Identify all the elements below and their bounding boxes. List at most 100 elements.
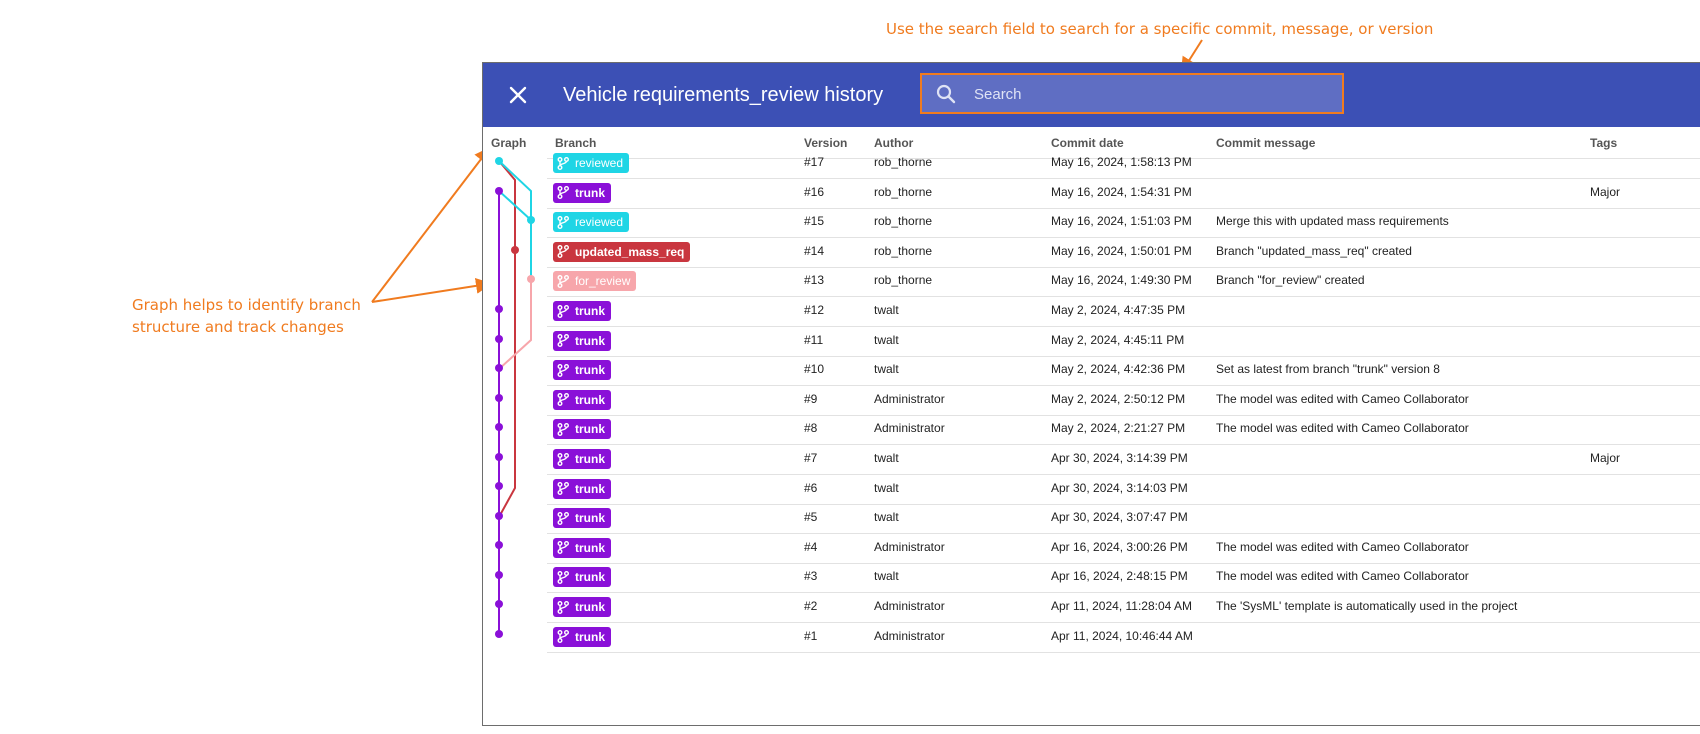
column-header-commit-message[interactable]: Commit message — [1216, 136, 1316, 150]
branch-chip[interactable]: reviewed — [553, 212, 630, 233]
branch-chip[interactable]: reviewed — [553, 153, 630, 173]
branch-icon — [557, 570, 569, 584]
commit-message-cell: The model was edited with Cameo Collabor… — [1216, 539, 1469, 554]
branch-graph — [495, 157, 535, 638]
version-cell: #9 — [804, 391, 818, 406]
branch-chip[interactable]: trunk — [553, 449, 611, 469]
dialog-header: Vehicle requirements_review history — [483, 63, 1700, 127]
commit-message-cell: The model was edited with Cameo Collabor… — [1216, 569, 1469, 584]
table-row[interactable]: reviewed #17 rob_thorne May 16, 2024, 1:58:… — [547, 147, 1700, 179]
author-cell: Administrator — [874, 628, 945, 643]
graph-node-10 — [495, 364, 503, 372]
table-row[interactable]: trunk #10 twalt May 2, 2024, 4:42:36 PM Set … — [547, 354, 1700, 387]
branch-chip[interactable]: trunk — [553, 567, 611, 588]
branch-chip[interactable]: trunk — [553, 419, 611, 440]
column-header-tags[interactable]: Tags — [1590, 136, 1618, 150]
graph-arrow-bottom — [371, 277, 492, 303]
table-row[interactable]: trunk #8 Administrator May 2, 2024, 2:21:27… — [547, 413, 1700, 446]
table-row[interactable]: trunk #11 twalt May 2, 2024, 4:45:11 PM — [547, 325, 1700, 357]
branch-chip[interactable]: trunk — [553, 537, 611, 558]
branch-chip[interactable]: trunk — [553, 389, 611, 410]
table-row[interactable]: trunk #1 Administrator Apr 11, 2024, 10:46:… — [547, 621, 1700, 653]
branch-chip[interactable]: trunk — [553, 508, 611, 529]
branch-name: reviewed — [575, 215, 624, 230]
commit-date-cell: May 2, 2024, 2:50:12 PM — [1051, 391, 1186, 406]
commit-message-cell: The model was edited with Cameo Collabor… — [1216, 391, 1469, 406]
table-row[interactable]: trunk #3 twalt Apr 16, 2024, 2:48:15 PM The … — [547, 561, 1700, 594]
branch-cell: trunk — [553, 295, 611, 326]
table-row[interactable]: trunk #16 rob_thorne May 16, 2024, 1:54:31 … — [547, 177, 1700, 209]
search-input[interactable] — [972, 75, 1336, 114]
tags-cell: Major — [1590, 184, 1621, 199]
close-button[interactable] — [503, 80, 533, 110]
version-cell: #16 — [804, 184, 825, 199]
table-row[interactable]: trunk #12 twalt May 2, 2024, 4:47:35 PM — [547, 295, 1700, 327]
version-cell: #5 — [804, 510, 818, 525]
branch-cell: trunk — [553, 354, 611, 385]
table-row[interactable]: trunk #6 twalt Apr 30, 2024, 3:14:03 PM — [547, 473, 1700, 505]
branch-chip[interactable]: for_review — [553, 271, 637, 292]
version-cell: #17 — [804, 155, 825, 169]
graph-node-5 — [495, 512, 503, 520]
branch-chip[interactable]: trunk — [553, 360, 611, 381]
branch-name: trunk — [575, 392, 605, 407]
branch-chip[interactable]: trunk — [553, 626, 611, 647]
author-cell: twalt — [874, 303, 899, 317]
graph-node-12 — [495, 305, 503, 313]
table-row[interactable]: updated_mass_req #14 rob_thorne May 16, 202… — [547, 236, 1700, 268]
column-header-version[interactable]: Version — [804, 136, 848, 150]
branch-name: trunk — [575, 304, 605, 318]
commit-message-cell: The model was edited with Cameo Collabor… — [1216, 421, 1469, 436]
version-cell: #4 — [804, 539, 818, 554]
commit-date-cell: May 2, 2024, 4:42:36 PM — [1051, 362, 1186, 377]
author-cell: rob_thorne — [874, 155, 933, 169]
graph-arrow-top — [371, 146, 491, 303]
commit-date-cell: May 2, 2024, 2:21:27 PM — [1051, 421, 1186, 436]
search-box[interactable] — [920, 73, 1344, 114]
column-header-commit-date[interactable]: Commit date — [1051, 136, 1124, 150]
branch-icon — [557, 630, 569, 644]
commit-date-cell: May 16, 2024, 1:54:31 PM — [1051, 184, 1192, 199]
table-row[interactable]: trunk #5 twalt Apr 30, 2024, 3:07:47 PM — [547, 502, 1700, 535]
graph-node-15 — [527, 216, 535, 224]
branch-name: trunk — [575, 600, 605, 614]
column-header-branch[interactable]: Branch — [555, 136, 597, 150]
author-cell: rob_thorne — [874, 214, 933, 229]
graph-node-13 — [527, 275, 535, 283]
graph-line-for-review — [498, 279, 532, 370]
branch-cell: updated_mass_req — [553, 236, 691, 267]
branch-cell: reviewed — [553, 206, 630, 237]
branch-name: trunk — [575, 629, 605, 644]
branch-chip[interactable]: trunk — [553, 182, 611, 203]
branch-icon — [557, 363, 569, 377]
commit-date-cell: May 16, 2024, 1:50:01 PM — [1051, 243, 1192, 258]
table-row[interactable]: reviewed #15 rob_thorne May 16, 2024, 1:51:… — [547, 206, 1700, 239]
column-header-author[interactable]: Author — [874, 136, 914, 150]
table-row[interactable]: for_review #13 rob_thorne May 16, 2024, 1:4… — [547, 265, 1700, 298]
version-cell: #11 — [804, 332, 824, 347]
table-row[interactable]: trunk #4 Administrator Apr 16, 2024, 3:00:2… — [547, 532, 1700, 564]
version-cell: #13 — [804, 273, 825, 288]
branch-chip[interactable]: trunk — [553, 301, 611, 321]
table-row[interactable]: trunk #2 Administrator Apr 11, 2024, 11:28:… — [547, 591, 1700, 623]
branch-cell: trunk — [553, 502, 611, 533]
graph-node-14 — [511, 246, 519, 254]
graph-node-2 — [495, 600, 503, 608]
branch-icon — [557, 482, 569, 496]
author-cell: twalt — [874, 480, 899, 495]
table-row[interactable]: trunk #7 twalt Apr 30, 2024, 3:14:39 PM Majo… — [547, 443, 1700, 475]
branch-cell: reviewed — [553, 147, 630, 178]
graph-node-9 — [495, 394, 503, 402]
branch-chip[interactable]: trunk — [553, 478, 611, 499]
graph-line-merge — [498, 190, 532, 221]
history-dialog: Vehicle requirements_review history Grap… — [482, 62, 1700, 726]
table-row[interactable]: trunk #9 Administrator May 2, 2024, 2:50:12… — [547, 384, 1700, 416]
graph-annotation: Graph helps to identify branch structure… — [132, 296, 361, 336]
branch-chip[interactable]: trunk — [553, 597, 611, 617]
branch-cell: trunk — [553, 443, 611, 474]
author-cell: twalt — [874, 510, 899, 525]
branch-name: for_review — [575, 274, 631, 289]
branch-chip[interactable]: trunk — [553, 330, 611, 351]
branch-icon — [557, 600, 569, 614]
branch-chip[interactable]: updated_mass_req — [553, 241, 691, 262]
